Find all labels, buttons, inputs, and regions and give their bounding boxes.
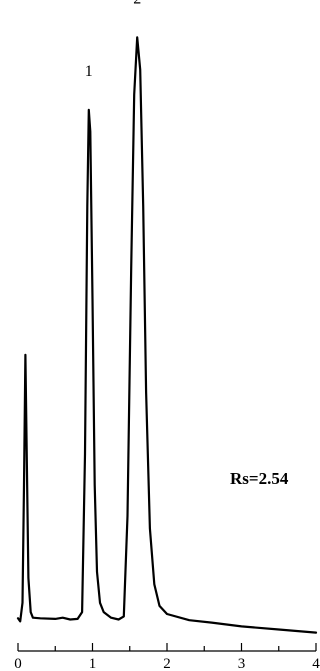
peak-label: 1 (85, 63, 93, 80)
resolution-annotation: Rs=2.54 (230, 469, 289, 488)
x-tick-label: 2 (163, 656, 171, 671)
x-tick-label: 1 (89, 656, 97, 671)
plot-area: 0 1 2 3 4 1 2 (14, 0, 320, 671)
x-tick-label: 0 (14, 656, 22, 671)
x-tick-label: 4 (312, 656, 320, 671)
x-tick-label: 3 (238, 656, 246, 671)
peak-label: 2 (133, 0, 141, 7)
chromatogram-trace (16, 36, 318, 634)
